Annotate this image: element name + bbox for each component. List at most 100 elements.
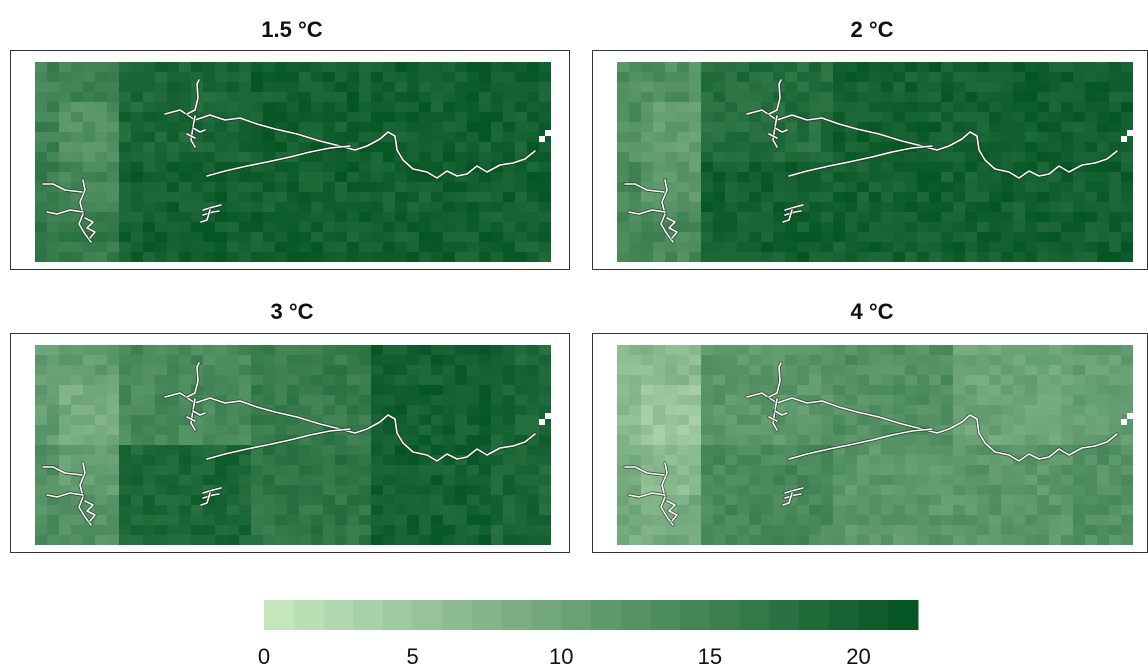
heatmap-cell	[71, 102, 84, 113]
heatmap-cell	[323, 455, 336, 466]
heatmap-cell	[1073, 92, 1086, 103]
colorbar-step	[888, 600, 919, 630]
heatmap-cell	[977, 122, 990, 133]
heatmap-cell	[989, 242, 1002, 253]
heatmap-cell	[701, 242, 714, 253]
heatmap-cell	[203, 72, 216, 83]
heatmap-cell	[179, 395, 192, 406]
heatmap-cell	[653, 122, 666, 133]
heatmap-cell	[905, 355, 918, 366]
heatmap-cell	[443, 72, 456, 83]
heatmap-cell	[515, 445, 528, 456]
heatmap-cell	[227, 72, 240, 83]
heatmap-cell	[737, 192, 750, 203]
heatmap-cell	[335, 132, 348, 143]
heatmap-cell	[677, 415, 690, 426]
heatmap-cell	[701, 112, 714, 123]
heatmap-cell	[1085, 435, 1098, 446]
heatmap-cell	[251, 212, 264, 223]
heatmap-cell	[1061, 465, 1074, 476]
heatmap-cell	[1037, 395, 1050, 406]
heatmap-cell	[1001, 535, 1014, 545]
panel-title-4: 4 °C	[850, 299, 894, 324]
heatmap-cell	[1061, 212, 1074, 223]
heatmap-cell	[311, 232, 324, 243]
heatmap-cell	[251, 535, 264, 545]
heatmap-cell	[227, 415, 240, 426]
heatmap-cell	[167, 405, 180, 416]
heatmap-cell	[179, 385, 192, 396]
heatmap-cell	[917, 475, 930, 486]
heatmap-cell	[893, 222, 906, 233]
heatmap-cell	[821, 242, 834, 253]
heatmap-cell	[833, 485, 846, 496]
heatmap-cell	[323, 445, 336, 456]
heatmap-cell	[737, 122, 750, 133]
heatmap-cell	[893, 82, 906, 93]
heatmap-cell	[713, 252, 726, 262]
heatmap-cell	[893, 232, 906, 243]
heatmap-cell	[1085, 132, 1098, 143]
heatmap-cell	[419, 535, 432, 545]
river-line	[784, 487, 804, 494]
heatmap-cell	[455, 192, 468, 203]
heatmap-cell	[1109, 445, 1122, 456]
heatmap-cell	[881, 192, 894, 203]
heatmap-cell	[833, 525, 846, 536]
heatmap-cell	[833, 182, 846, 193]
heatmap-cell	[989, 112, 1002, 123]
heatmap-cell	[689, 435, 702, 446]
heatmap-cell	[1013, 82, 1026, 93]
heatmap-cell	[47, 425, 60, 436]
heatmap-cell	[83, 112, 96, 123]
heatmap-cell	[239, 82, 252, 93]
heatmap-cell	[95, 525, 108, 536]
colorbar-tick-label: 20	[846, 644, 870, 667]
river-line	[42, 466, 83, 476]
heatmap-cell	[1037, 445, 1050, 456]
heatmap-cell	[503, 242, 516, 253]
heatmap-cell	[287, 365, 300, 376]
heatmap-cell	[467, 505, 480, 516]
heatmap-cell	[71, 112, 84, 123]
heatmap-cell	[737, 345, 750, 356]
heatmap-cell	[773, 172, 786, 183]
heatmap-cell	[905, 82, 918, 93]
heatmap-cell	[515, 152, 528, 163]
heatmap-cell	[989, 535, 1002, 545]
heatmap-cell	[917, 355, 930, 366]
heatmap-cell	[1109, 82, 1122, 93]
river-line	[46, 492, 84, 498]
heatmap-cell	[383, 425, 396, 436]
heatmap-cell	[1121, 142, 1133, 153]
heatmap-cell	[1049, 425, 1062, 436]
heatmap-cell	[227, 242, 240, 253]
heatmap-cell	[299, 385, 312, 396]
heatmap-cell	[857, 475, 870, 486]
heatmap-cell	[701, 182, 714, 193]
heatmap-cell	[143, 405, 156, 416]
heatmap-cell	[641, 232, 654, 243]
heatmap-cell	[407, 515, 420, 526]
heatmap-cell	[917, 152, 930, 163]
heatmap-cell	[821, 92, 834, 103]
heatmap-cell	[1037, 365, 1050, 376]
heatmap-cell	[395, 395, 408, 406]
heatmap-cell	[311, 132, 324, 143]
heatmap-cell	[653, 102, 666, 113]
heatmap-cell	[83, 182, 96, 193]
heatmap-cell	[527, 435, 540, 446]
heatmap-cell	[701, 505, 714, 516]
heatmap-cell	[395, 112, 408, 123]
heatmap-cell	[857, 345, 870, 356]
heatmap-cell	[1097, 485, 1110, 496]
heatmap-cell	[917, 365, 930, 376]
heatmap-cell	[287, 182, 300, 193]
heatmap-cell	[71, 375, 84, 386]
heatmap-cell	[419, 345, 432, 356]
heatmap-cell	[1097, 92, 1110, 103]
heatmap-cell	[455, 435, 468, 446]
heatmap-cell	[263, 395, 276, 406]
heatmap-cell	[1085, 445, 1098, 456]
heatmap-cell	[191, 252, 204, 262]
